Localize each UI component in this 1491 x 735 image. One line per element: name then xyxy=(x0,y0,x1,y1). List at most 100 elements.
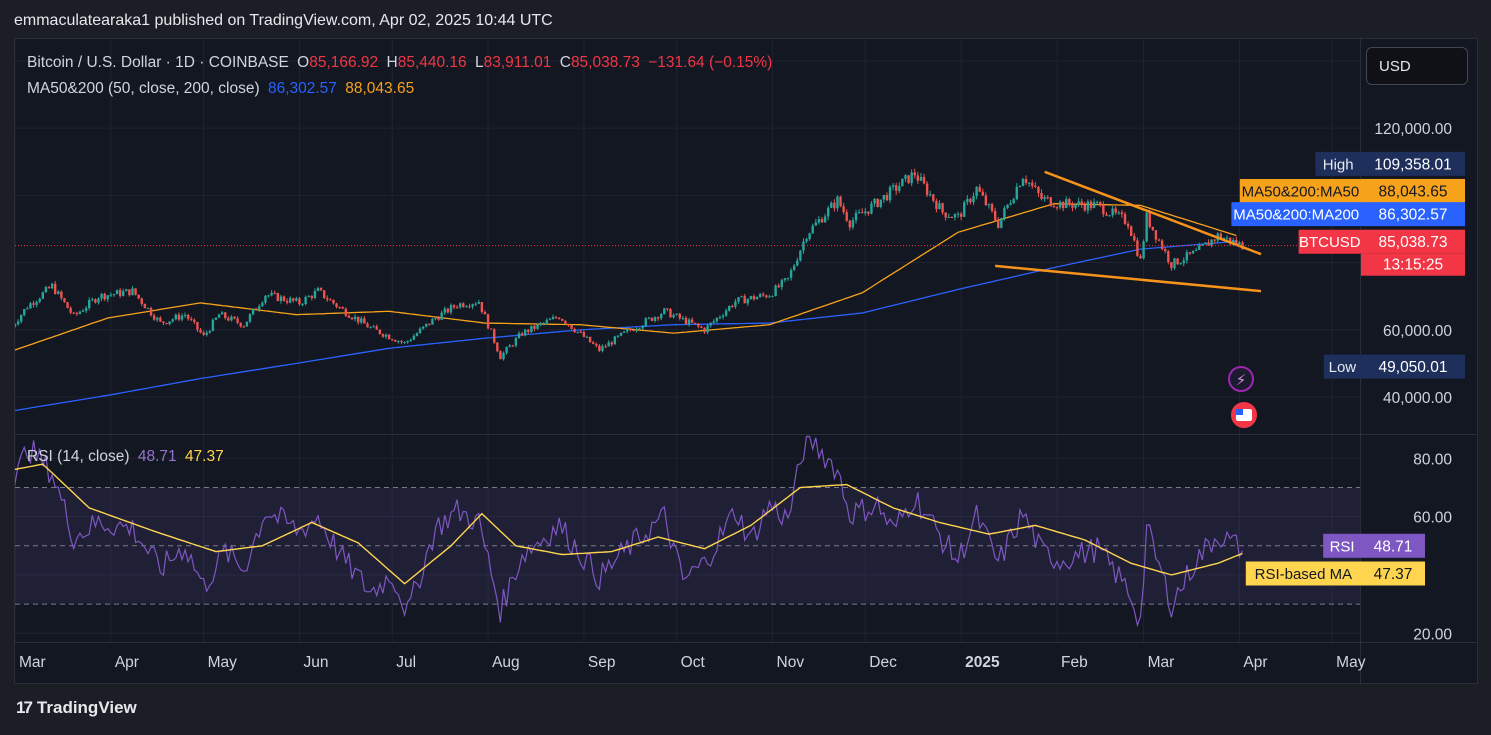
candle-body xyxy=(993,210,997,221)
candle-body xyxy=(483,311,487,315)
candle-body xyxy=(471,304,474,307)
chart-frame[interactable]: 140,000.00120,000.0060,000.0040,000.00Hi… xyxy=(14,38,1478,684)
price-label-value-bg xyxy=(1361,178,1465,203)
candle-body xyxy=(851,220,855,228)
candle-body xyxy=(1000,217,1003,228)
candle-body xyxy=(542,322,545,324)
candle-body xyxy=(183,314,187,316)
candle-body xyxy=(91,299,94,301)
candle-body xyxy=(517,333,521,339)
candle-body xyxy=(1142,241,1145,259)
time-tick-label: May xyxy=(208,654,238,671)
price-label-value: 86,302.57 xyxy=(1379,207,1448,224)
candle-body xyxy=(137,294,140,299)
time-tick-label: Sep xyxy=(588,654,616,671)
tradingview-brand[interactable]: 17 TradingView xyxy=(16,698,137,718)
candle-body xyxy=(814,222,818,226)
price-label-value: 49,050.01 xyxy=(1379,359,1448,376)
candle-body xyxy=(109,294,113,296)
candle-body xyxy=(245,321,249,327)
candle-body xyxy=(23,309,26,316)
candle-body xyxy=(891,185,895,187)
candle-body xyxy=(171,319,174,322)
price-change: −131.64 (−0.15%) xyxy=(648,54,773,71)
candle-body xyxy=(1232,239,1235,244)
candle-body xyxy=(1034,185,1037,187)
time-tick-label: Aug xyxy=(492,654,520,671)
candle-body xyxy=(465,306,468,308)
candle-body xyxy=(1015,187,1018,200)
candle-body xyxy=(264,295,267,303)
candle-body xyxy=(743,296,746,304)
candle-body xyxy=(916,175,920,181)
candle-body xyxy=(963,202,966,217)
candle-body xyxy=(1160,240,1164,250)
candle-body xyxy=(610,342,613,345)
candle-body xyxy=(990,204,994,211)
currency-button[interactable]: USD xyxy=(1366,47,1468,85)
rsi-ma-value: 47.37 xyxy=(184,448,224,465)
time-tick-label: Jun xyxy=(303,654,328,671)
candle-body xyxy=(431,318,434,325)
price-label-name-bg xyxy=(1231,202,1361,227)
candle-body xyxy=(755,297,759,300)
candle-body xyxy=(622,331,626,333)
candle-body xyxy=(97,298,100,303)
candle-body xyxy=(895,185,898,191)
candle-body xyxy=(115,290,119,295)
trendline-upper xyxy=(1044,170,1262,256)
candle-body xyxy=(527,329,530,333)
rsi-label-name-bg xyxy=(1245,561,1361,586)
candle-body xyxy=(539,323,542,325)
candle-body xyxy=(932,194,935,201)
candle-body xyxy=(415,333,419,336)
price-label-value-bg xyxy=(1361,229,1465,254)
candle-body xyxy=(1176,258,1179,265)
candle-body xyxy=(1151,226,1155,231)
candle-body xyxy=(1074,204,1077,208)
candle-body xyxy=(220,312,224,315)
candle-body xyxy=(898,186,901,191)
candle-body xyxy=(616,335,620,337)
candle-body xyxy=(786,277,790,279)
chart-canvas[interactable]: 140,000.00120,000.0060,000.0040,000.00Hi… xyxy=(15,39,1477,683)
candle-body xyxy=(72,312,75,314)
candle-body xyxy=(239,322,242,327)
candle-body xyxy=(375,326,378,330)
candle-body xyxy=(1080,201,1083,205)
candle-body xyxy=(1117,212,1121,214)
ohlc-close-label: C xyxy=(559,54,571,71)
candle-body xyxy=(740,296,743,298)
candle-body xyxy=(1012,199,1015,204)
time-tick-label: Apr xyxy=(1243,654,1267,671)
ohlc-low-value: 83,911.01 xyxy=(483,54,552,71)
candle-body xyxy=(112,294,116,296)
candle-body xyxy=(1126,223,1130,227)
candle-body xyxy=(660,314,663,319)
time-tick-label: Apr xyxy=(115,654,139,671)
candle-body xyxy=(387,334,391,340)
candle-body xyxy=(384,334,388,337)
candle-body xyxy=(1194,249,1198,251)
candle-body xyxy=(644,318,647,326)
candle-body xyxy=(78,311,82,314)
candle-body xyxy=(1148,212,1151,227)
candle-body xyxy=(836,196,839,209)
candle-body xyxy=(700,326,703,328)
candle-body xyxy=(128,289,131,296)
candle-body xyxy=(162,321,165,324)
candle-body xyxy=(997,220,1000,228)
candle-body xyxy=(672,314,675,318)
candle-body xyxy=(285,300,289,303)
candle-body xyxy=(799,250,802,261)
candle-body xyxy=(632,329,635,331)
candle-body xyxy=(520,333,524,336)
candle-body xyxy=(230,316,233,321)
candle-body xyxy=(437,318,440,320)
candle-body xyxy=(1071,204,1074,208)
candle-body xyxy=(595,343,598,346)
candle-body xyxy=(1225,237,1229,239)
candle-body xyxy=(301,303,304,305)
candle-body xyxy=(177,314,181,320)
candle-body xyxy=(1037,186,1040,193)
